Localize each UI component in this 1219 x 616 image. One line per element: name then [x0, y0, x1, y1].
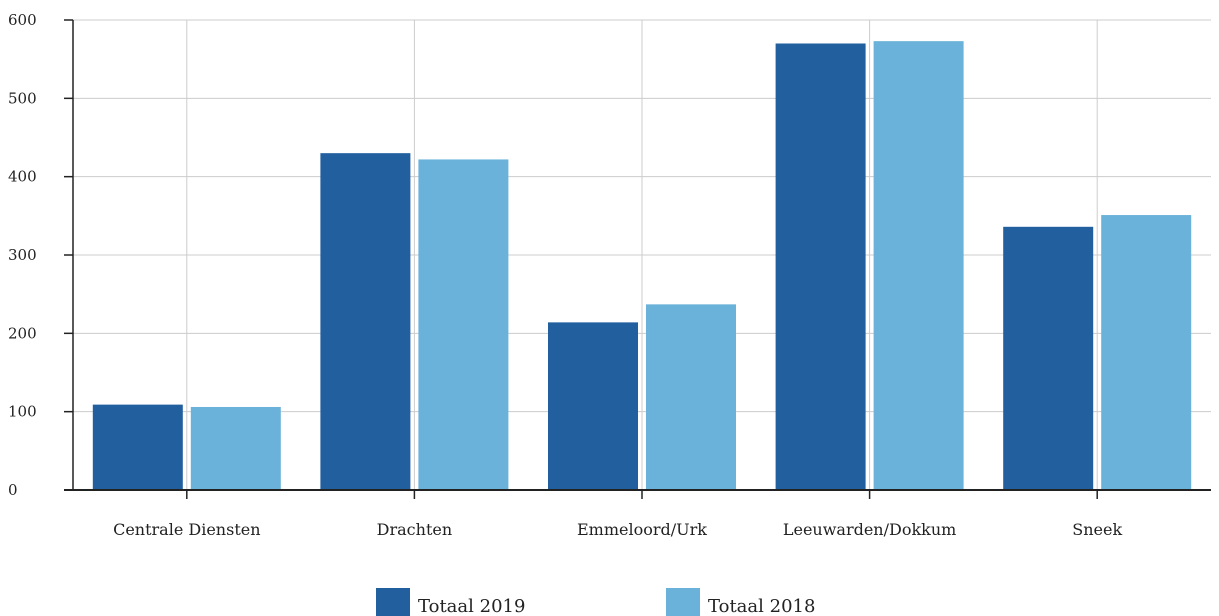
- x-category-label: Centrale Diensten: [113, 520, 260, 539]
- x-axis-categories: Centrale Diensten Drachten Emmeloord/Urk Le…: [113, 490, 1122, 539]
- y-tick-label: 200: [8, 324, 37, 342]
- bar-totaal-2019: [776, 44, 866, 491]
- y-tick-label: 0: [8, 481, 18, 499]
- y-tick-label: 300: [8, 246, 37, 264]
- legend: Totaal 2019 Totaal 2018: [376, 588, 815, 616]
- x-category-label: Emmeloord/Urk: [577, 520, 707, 539]
- bar-totaal-2019: [1003, 227, 1093, 490]
- bar-totaal-2019: [320, 153, 410, 490]
- bar-totaal-2019: [93, 405, 183, 490]
- bar-totaal-2018: [1101, 215, 1191, 490]
- bar-totaal-2018: [874, 41, 964, 490]
- bar-totaal-2018: [646, 304, 736, 490]
- x-category-label: Leeuwarden/Dokkum: [783, 520, 956, 539]
- legend-swatch: [666, 588, 700, 616]
- bar-totaal-2019: [548, 322, 638, 490]
- legend-swatch: [376, 588, 410, 616]
- x-category-label: Drachten: [377, 520, 452, 539]
- y-tick-label: 600: [8, 11, 37, 29]
- y-tick-label: 500: [8, 89, 37, 107]
- bar-totaal-2018: [191, 407, 281, 490]
- bar-totaal-2018: [418, 159, 508, 490]
- x-category-label: Sneek: [1072, 520, 1122, 539]
- legend-label: Totaal 2019: [418, 596, 525, 616]
- legend-label: Totaal 2018: [708, 596, 815, 616]
- y-axis-ticks: 0 100 200 300 400 500 600: [8, 11, 73, 499]
- y-tick-label: 400: [8, 168, 37, 186]
- y-tick-label: 100: [8, 403, 37, 421]
